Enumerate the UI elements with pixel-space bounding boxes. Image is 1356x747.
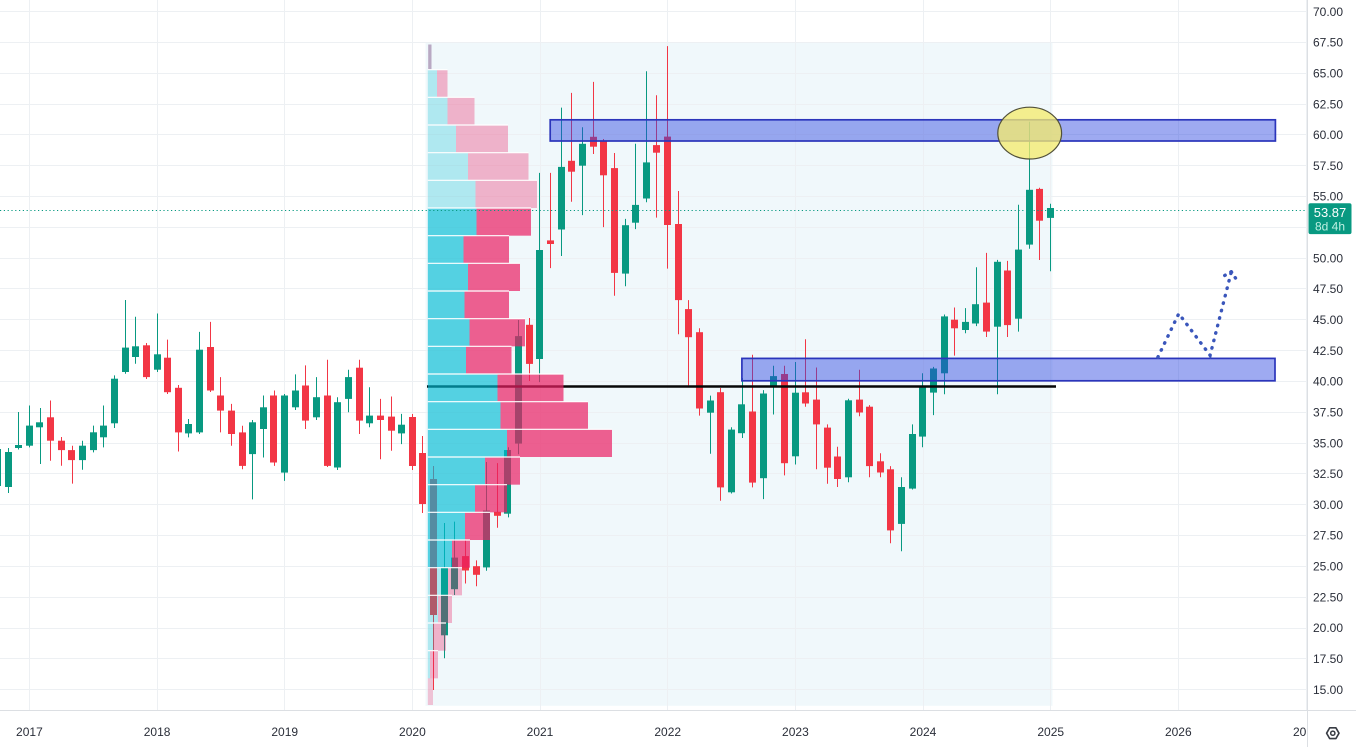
- svg-text:65.00: 65.00: [1313, 66, 1343, 80]
- svg-text:2018: 2018: [144, 725, 171, 739]
- svg-text:2026: 2026: [1165, 725, 1192, 739]
- svg-text:2020: 2020: [399, 725, 426, 739]
- svg-text:2017: 2017: [16, 725, 43, 739]
- svg-text:20.00: 20.00: [1313, 621, 1343, 635]
- svg-text:60.00: 60.00: [1313, 128, 1343, 142]
- svg-text:30.00: 30.00: [1313, 498, 1343, 512]
- svg-text:40.00: 40.00: [1313, 375, 1343, 389]
- svg-text:50.00: 50.00: [1313, 251, 1343, 265]
- svg-text:47.50: 47.50: [1313, 282, 1343, 296]
- svg-text:53.87: 53.87: [1314, 205, 1347, 220]
- svg-text:70.00: 70.00: [1313, 5, 1343, 19]
- svg-text:22.50: 22.50: [1313, 590, 1343, 604]
- svg-text:27.50: 27.50: [1313, 529, 1343, 543]
- svg-text:2025: 2025: [1037, 725, 1064, 739]
- svg-text:35.00: 35.00: [1313, 436, 1343, 450]
- svg-text:2021: 2021: [527, 725, 554, 739]
- svg-text:42.50: 42.50: [1313, 344, 1343, 358]
- svg-text:17.50: 17.50: [1313, 652, 1343, 666]
- svg-text:2024: 2024: [910, 725, 937, 739]
- svg-text:2023: 2023: [782, 725, 809, 739]
- svg-text:20: 20: [1293, 725, 1307, 739]
- svg-text:2022: 2022: [654, 725, 681, 739]
- svg-text:2019: 2019: [271, 725, 298, 739]
- svg-text:37.50: 37.50: [1313, 405, 1343, 419]
- svg-text:55.00: 55.00: [1313, 190, 1343, 204]
- svg-text:57.50: 57.50: [1313, 159, 1343, 173]
- svg-text:67.50: 67.50: [1313, 36, 1343, 50]
- svg-text:8d 4h: 8d 4h: [1315, 219, 1345, 233]
- svg-text:15.00: 15.00: [1313, 683, 1343, 697]
- svg-text:32.50: 32.50: [1313, 467, 1343, 481]
- svg-text:62.50: 62.50: [1313, 97, 1343, 111]
- svg-text:45.00: 45.00: [1313, 313, 1343, 327]
- svg-text:25.00: 25.00: [1313, 560, 1343, 574]
